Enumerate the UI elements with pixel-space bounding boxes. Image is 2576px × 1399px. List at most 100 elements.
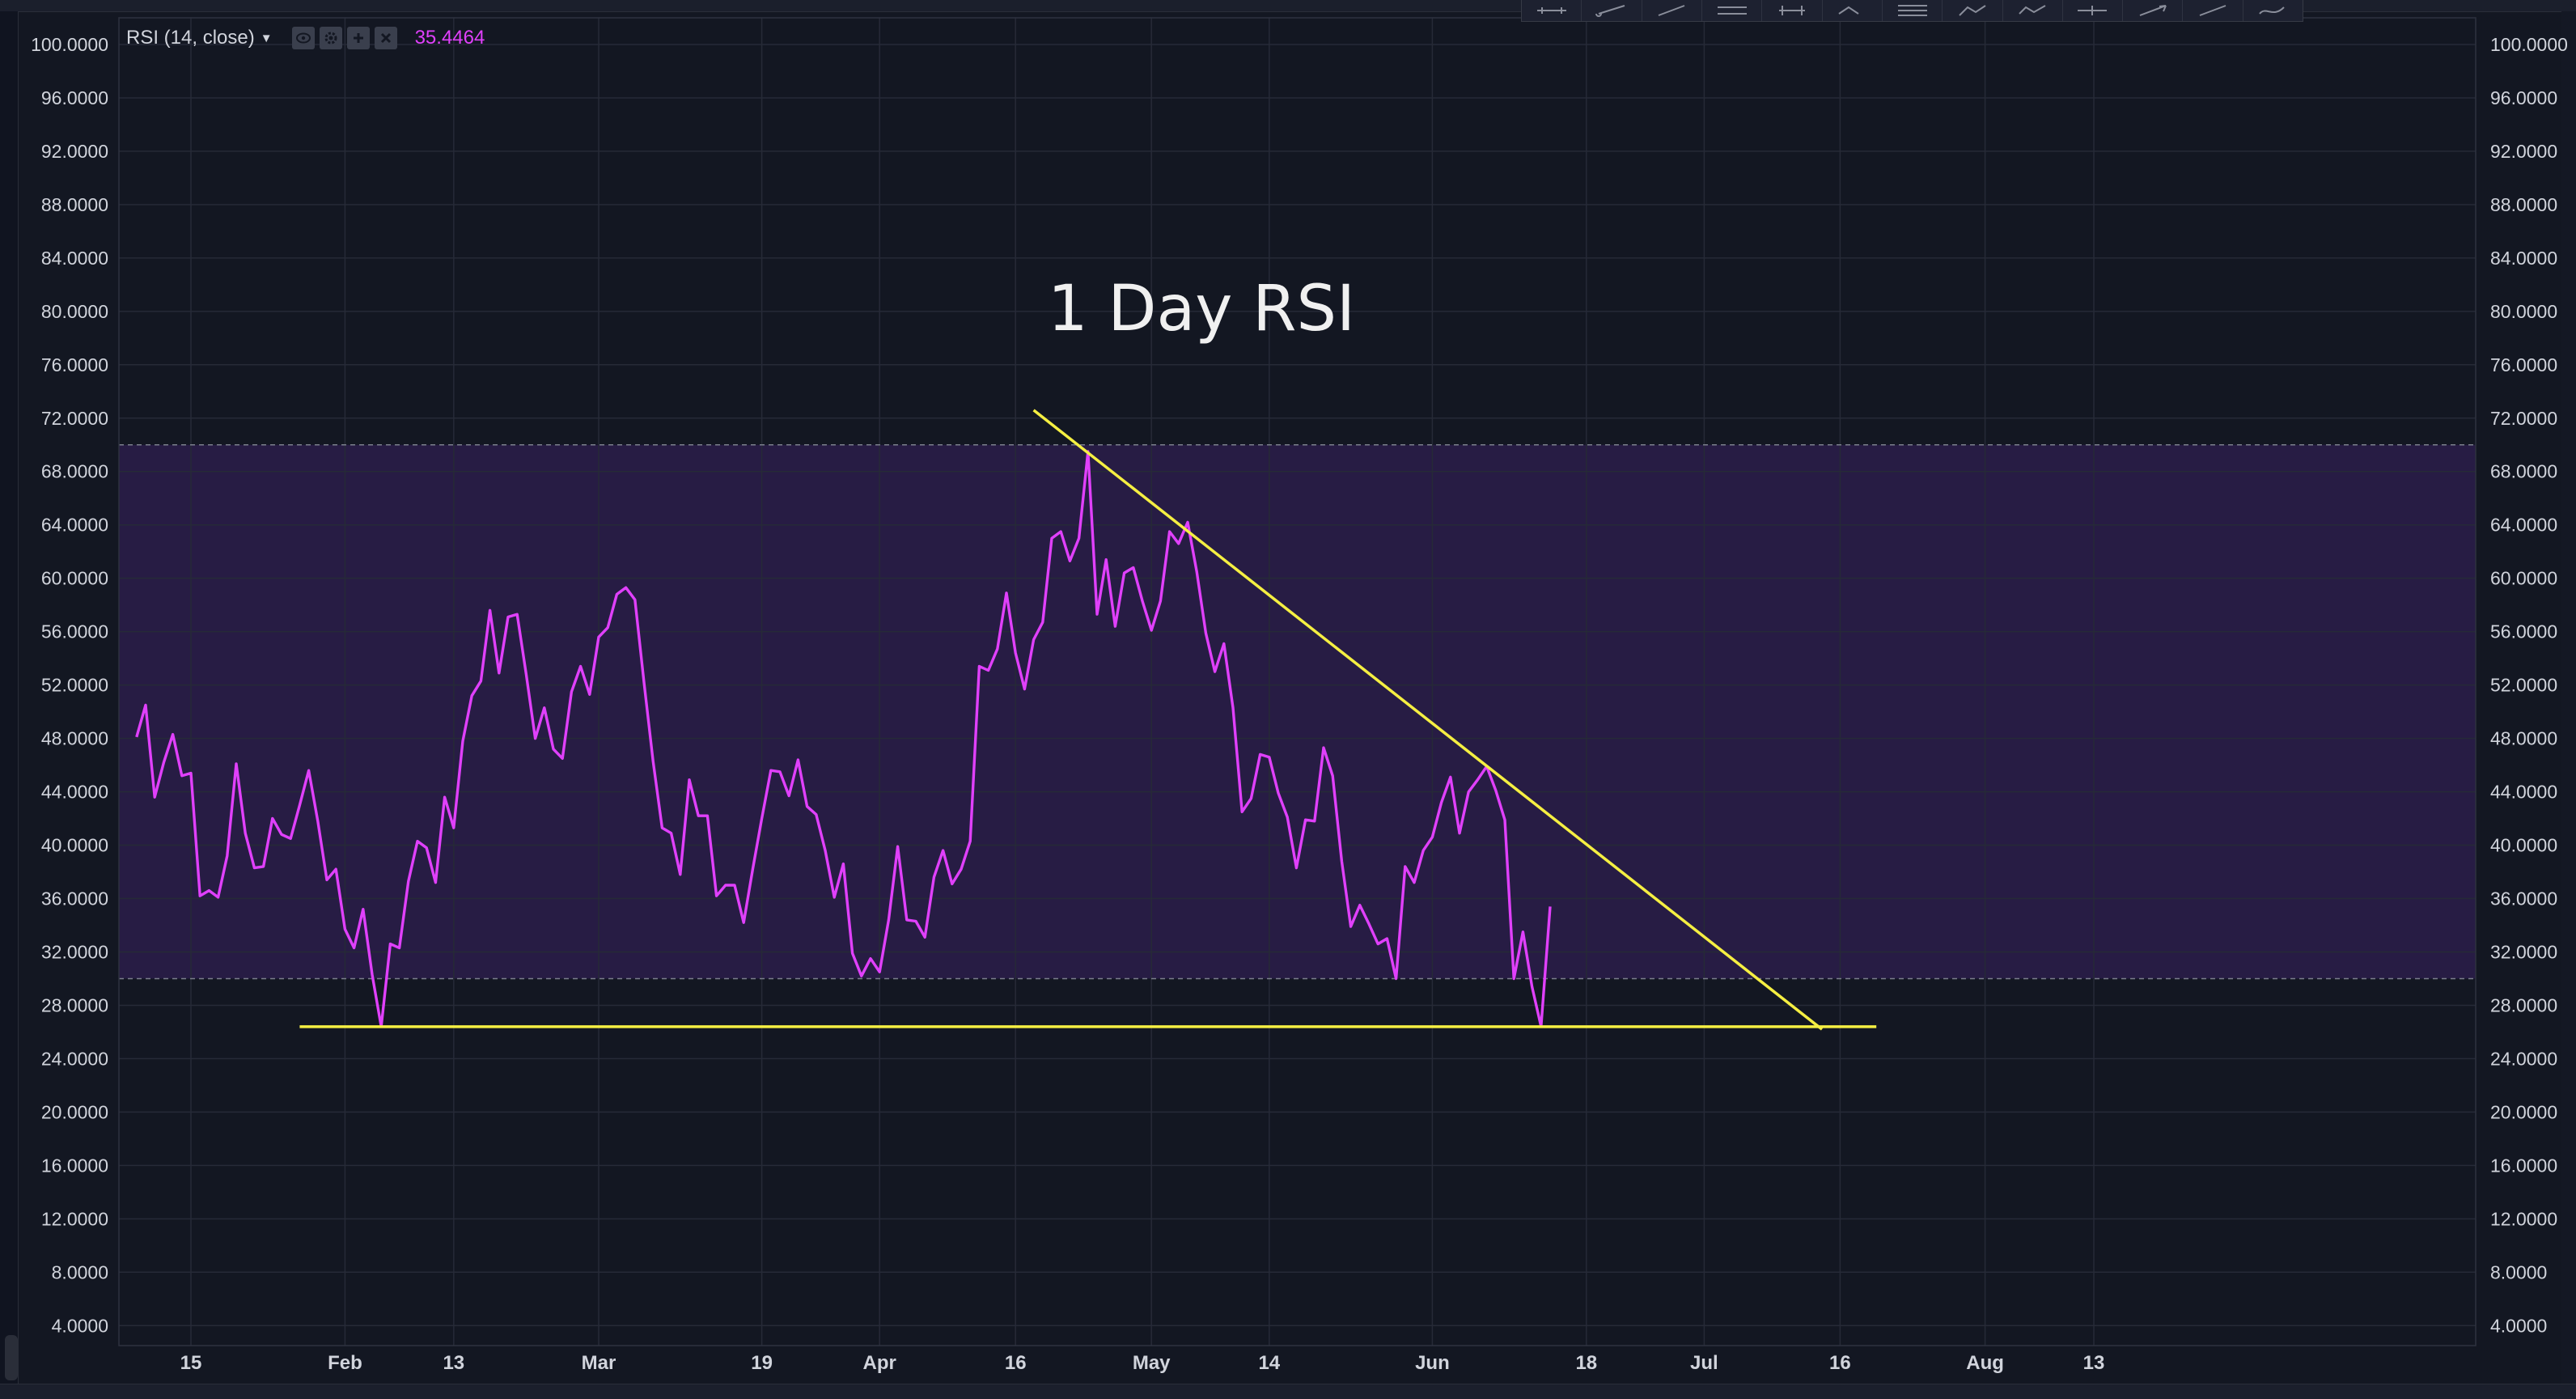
y-tick-label: 20.0000	[41, 1101, 108, 1122]
y-tick-label: 80.0000	[41, 301, 108, 322]
line-icon[interactable]	[1642, 0, 1702, 21]
path-icon[interactable]	[1943, 0, 2003, 21]
y-tick-label: 44.0000	[41, 782, 108, 803]
y-axis-right[interactable]: 4.0000 8.0000 12.0000 16.0000 20.0000 24.0000…	[2490, 34, 2568, 1336]
y-tick-label: 96.0000	[2490, 87, 2557, 108]
x-tick-label: Apr	[863, 1352, 896, 1374]
chart-annotation: 1 Day RSI	[1048, 273, 1355, 346]
vertical-grid	[190, 18, 2095, 1346]
y-tick-label: 60.0000	[41, 568, 108, 589]
bottom-bar	[0, 1384, 2576, 1399]
y-tick-label: 4.0000	[2490, 1315, 2547, 1336]
x-tick-label: 19	[751, 1352, 773, 1374]
right-panel	[2561, 11, 2576, 1384]
y-tick-label: 48.0000	[41, 728, 108, 749]
x-tick-label: 14	[1258, 1352, 1280, 1374]
y-tick-label: 64.0000	[2490, 515, 2557, 536]
x-tick-label: May	[1133, 1352, 1171, 1374]
fib-icon[interactable]	[1883, 0, 1943, 21]
descending-trendline[interactable]	[1032, 409, 1824, 1031]
pitchfork-icon[interactable]	[1823, 0, 1883, 21]
y-tick-label: 100.0000	[31, 34, 108, 55]
y-tick-label: 44.0000	[2490, 782, 2557, 803]
collapse-handle[interactable]	[5, 1335, 18, 1380]
plus-icon[interactable]	[346, 27, 370, 49]
indicator-legend: RSI (14, close) ▼ 35.4464	[126, 24, 485, 52]
y-tick-label: 16.0000	[41, 1155, 108, 1176]
x-tick-label: 15	[180, 1352, 202, 1374]
x-tick-label: Mar	[582, 1352, 616, 1374]
x-tick-label: 16	[1829, 1352, 1851, 1374]
y-tick-label: 8.0000	[52, 1261, 108, 1282]
y-tick-label: 4.0000	[52, 1315, 108, 1336]
overbought-oversold-band	[119, 444, 2476, 979]
y-tick-label: 32.0000	[2490, 941, 2557, 962]
y-tick-label: 88.0000	[2490, 194, 2557, 215]
rsi-series	[135, 450, 1552, 1028]
x-tick-label: 13	[443, 1352, 464, 1374]
y-tick-label: 20.0000	[2490, 1101, 2557, 1122]
y-tick-label: 48.0000	[2490, 728, 2557, 749]
y-tick-label: 12.0000	[2490, 1208, 2557, 1229]
parallel-channel-icon[interactable]	[1702, 0, 1763, 21]
y-tick-label: 76.0000	[41, 354, 108, 375]
x-tick-label: Aug	[1966, 1352, 2004, 1374]
y-tick-label: 36.0000	[41, 888, 108, 909]
y-tick-label: 60.0000	[2490, 568, 2557, 589]
y-tick-label: 92.0000	[2490, 141, 2557, 162]
rsi-line	[135, 450, 1552, 1028]
y-tick-label: 16.0000	[2490, 1155, 2557, 1176]
x-tick-label: 13	[2083, 1352, 2105, 1374]
y-tick-label: 12.0000	[41, 1208, 108, 1229]
y-tick-label: 68.0000	[2490, 461, 2557, 482]
y-tick-label: 52.0000	[2490, 675, 2557, 696]
y-tick-label: 40.0000	[41, 835, 108, 856]
indicator-value: 35.4464	[414, 27, 485, 49]
x-tick-label: 16	[1005, 1352, 1027, 1374]
y-tick-label: 72.0000	[41, 408, 108, 429]
y-tick-label: 40.0000	[2490, 835, 2557, 856]
x-tick-label: 18	[1575, 1352, 1597, 1374]
arrow-icon[interactable]	[2183, 0, 2243, 21]
indicator-name[interactable]: RSI (14, close)	[126, 27, 255, 49]
drawing-toolbar	[1521, 0, 2303, 22]
brush-icon[interactable]	[2243, 0, 2303, 21]
ray-icon[interactable]	[1582, 0, 1642, 21]
y-tick-label: 88.0000	[41, 194, 108, 215]
y-tick-label: 64.0000	[41, 515, 108, 536]
y-tick-label: 28.0000	[41, 994, 108, 1015]
horizontal-grid	[119, 44, 2476, 1327]
plot-frame	[118, 17, 2476, 1346]
x-tick-label: Jul	[1690, 1352, 1718, 1374]
y-tick-label: 84.0000	[41, 248, 108, 269]
settings-icon[interactable]	[319, 27, 342, 49]
chevron-down-icon[interactable]: ▼	[260, 31, 273, 45]
close-icon[interactable]	[374, 27, 397, 49]
left-panel	[0, 11, 19, 1384]
y-tick-label: 28.0000	[2490, 994, 2557, 1015]
y-tick-label: 24.0000	[41, 1048, 108, 1069]
x-axis[interactable]: 15 Feb 13 Mar 19 Apr 16 May 14 Jun 18 Jul 16 Aug 13	[180, 1352, 2105, 1374]
y-axis-left[interactable]: 4.0000 8.0000 12.0000 16.0000 20.0000 24.0000…	[31, 34, 108, 1336]
y-tick-label: 56.0000	[41, 621, 108, 642]
y-tick-label: 36.0000	[2490, 888, 2557, 909]
y-tick-label: 76.0000	[2490, 354, 2557, 375]
eye-icon[interactable]	[291, 27, 315, 49]
arrow-icon[interactable]	[2123, 0, 2184, 21]
x-tick-label: Feb	[328, 1352, 362, 1374]
y-tick-label: 100.0000	[2490, 34, 2568, 55]
trendlines[interactable]	[299, 409, 1877, 1031]
y-tick-label: 84.0000	[2490, 248, 2557, 269]
pitchfork-icon[interactable]	[1762, 0, 1823, 21]
y-tick-label: 80.0000	[2490, 301, 2557, 322]
info-line-icon[interactable]	[2063, 0, 2124, 21]
y-tick-label: 52.0000	[41, 675, 108, 696]
y-tick-label: 68.0000	[41, 461, 108, 482]
horizontal-line-icon[interactable]	[1522, 0, 1582, 21]
x-tick-label: Jun	[1415, 1352, 1450, 1374]
polyline-icon[interactable]	[2003, 0, 2063, 21]
y-tick-label: 24.0000	[2490, 1048, 2557, 1069]
y-tick-label: 32.0000	[41, 941, 108, 962]
y-tick-label: 8.0000	[2490, 1261, 2547, 1282]
